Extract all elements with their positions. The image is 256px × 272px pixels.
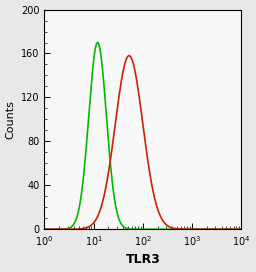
X-axis label: TLR3: TLR3: [125, 254, 160, 267]
Y-axis label: Counts: Counts: [6, 100, 16, 139]
